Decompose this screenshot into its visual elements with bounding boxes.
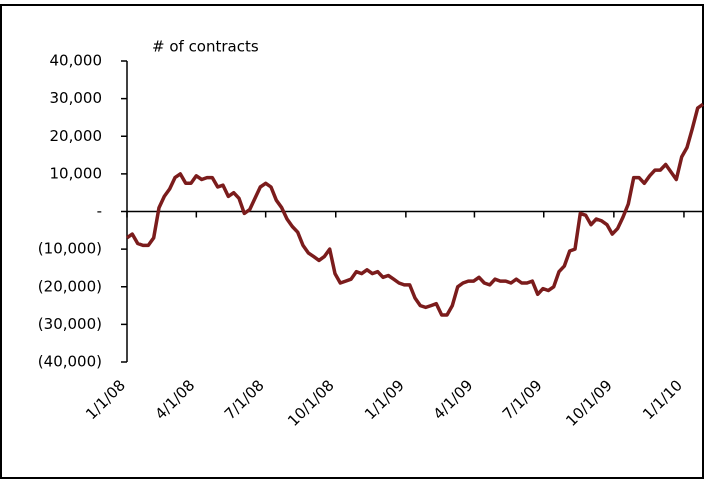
y-tick-label: (20,000) [38, 277, 102, 295]
y-tick-label: 10,000 [50, 164, 103, 182]
y-tick-label: (10,000) [38, 240, 102, 258]
data-line [125, 102, 705, 317]
y-tick-label: 20,000 [50, 127, 103, 145]
x-tick-label: 4/1/08 [151, 376, 198, 423]
x-tick-label: 1/1/10 [639, 376, 686, 423]
annotation: # of contracts [152, 38, 259, 56]
x-tick-label: 10/1/08 [284, 376, 338, 430]
y-tick-label: - [97, 202, 102, 220]
x-tick-label: 7/1/08 [221, 376, 268, 423]
y-tick-label: 40,000 [50, 52, 103, 70]
x-tick-label: 1/1/08 [82, 376, 129, 423]
x-tick-label: 1/1/09 [361, 376, 408, 423]
y-tick-label: (40,000) [38, 353, 102, 371]
y-tick-label: 30,000 [50, 89, 103, 107]
x-tick-label: 7/1/09 [499, 376, 546, 423]
y-tick-label: (30,000) [38, 315, 102, 333]
x-tick-label: 10/1/09 [562, 376, 616, 430]
x-tick-label: 4/1/09 [430, 376, 477, 423]
chart-border [0, 4, 704, 479]
